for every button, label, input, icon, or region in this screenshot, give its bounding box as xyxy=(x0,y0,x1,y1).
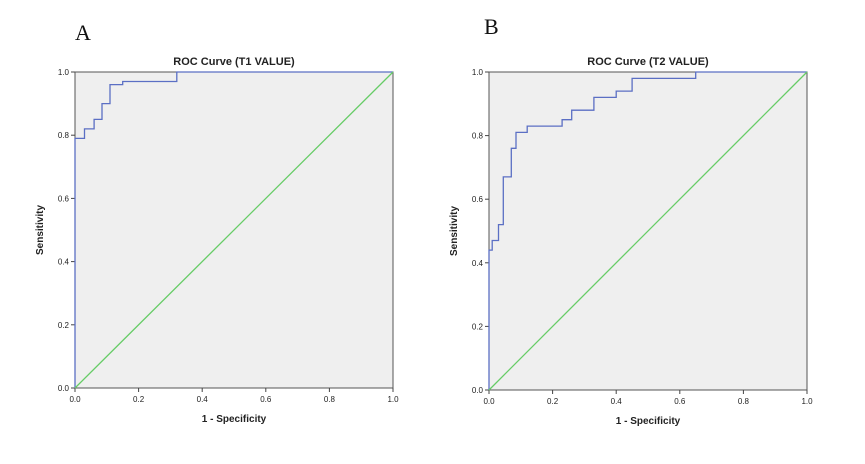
x-tick-label: 0.4 xyxy=(611,397,623,406)
y-tick-label: 0.4 xyxy=(472,259,484,268)
y-tick-label: 0.6 xyxy=(472,195,484,204)
reference-diagonal-line xyxy=(488,71,808,391)
y-tick-label: 0.2 xyxy=(472,322,484,331)
x-tick-label: 1.0 xyxy=(801,397,813,406)
x-axis-label: 1 - Specificity xyxy=(616,416,681,427)
y-tick-label: 0.4 xyxy=(58,258,70,267)
y-tick-label: 0.8 xyxy=(472,132,484,141)
x-tick-label: 0.2 xyxy=(547,397,559,406)
y-tick-label: 1.0 xyxy=(472,68,484,77)
x-tick-label: 0.0 xyxy=(69,395,81,404)
roc-chart-t1: ROC Curve (T1 VALUE) 0.0 0.2 0.4 0.6 0.8 1.0 0.… xyxy=(35,56,399,425)
chart-title: ROC Curve (T2 VALUE) xyxy=(587,56,709,68)
roc-curve-line xyxy=(74,71,393,388)
y-tick-label: 0.6 xyxy=(58,194,70,203)
y-axis-label: Sensitivity xyxy=(449,206,460,256)
y-tick-label: 1.0 xyxy=(58,68,70,77)
panel-label-b: B xyxy=(484,14,499,39)
x-tick-label: 1.0 xyxy=(387,395,399,404)
x-tick-label: 0.6 xyxy=(260,395,272,404)
reference-diagonal-line xyxy=(74,71,394,389)
x-tick-label: 0.2 xyxy=(133,395,145,404)
y-tick-label: 0.2 xyxy=(58,321,70,330)
roc-chart-t2: ROC Curve (T2 VALUE) 0.0 0.2 0.4 0.6 0.8 1.0 0.… xyxy=(449,56,813,427)
x-tick-label: 0.6 xyxy=(674,397,686,406)
x-tick-label: 0.8 xyxy=(324,395,336,404)
y-axis-label: Sensitivity xyxy=(35,205,46,255)
x-axis-label: 1 - Specificity xyxy=(202,414,267,425)
chart-title: ROC Curve (T1 VALUE) xyxy=(173,56,295,68)
y-tick-label: 0.0 xyxy=(472,386,484,395)
x-tick-label: 0.8 xyxy=(738,397,750,406)
panel-label-a: A xyxy=(75,20,91,45)
roc-curve-line xyxy=(488,71,807,390)
x-tick-label: 0.4 xyxy=(197,395,209,404)
y-tick-label: 0.0 xyxy=(58,384,70,393)
x-tick-label: 0.0 xyxy=(483,397,495,406)
y-tick-label: 0.8 xyxy=(58,131,70,140)
